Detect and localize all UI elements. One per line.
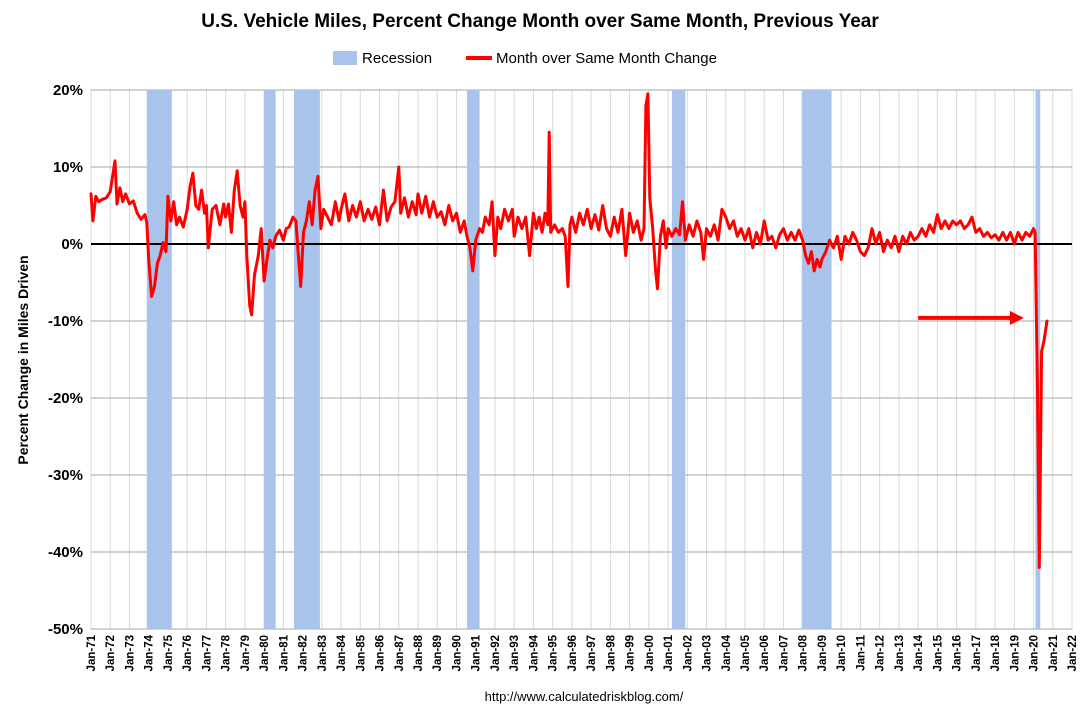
- x-tick-label: Jan-15: [932, 634, 944, 671]
- x-tick-label: Jan-90: [451, 635, 463, 671]
- source-url: http://www.calculatedriskblog.com/: [485, 689, 684, 704]
- x-tick-label: Jan-01: [663, 634, 675, 671]
- x-tick-label: Jan-07: [778, 635, 790, 671]
- x-tick-label: Jan-74: [144, 634, 156, 671]
- x-tick-label: Jan-16: [952, 635, 964, 671]
- x-tick-label: Jan-12: [875, 635, 887, 671]
- recession-band: [801, 90, 832, 629]
- x-tick-label: Jan-17: [971, 635, 983, 671]
- x-tick-label: Jan-84: [336, 634, 348, 671]
- x-tick-label: Jan-19: [1009, 635, 1021, 671]
- x-tick-label: Jan-06: [759, 635, 771, 671]
- x-tick-label: Jan-79: [240, 635, 252, 671]
- x-tick-label: Jan-93: [509, 635, 521, 671]
- y-tick-label: 20%: [53, 82, 83, 99]
- y-tick-label: -10%: [48, 313, 83, 330]
- x-axis-ticks: Jan-71 Jan-72 Jan-73 Jan-74 Jan-75 Jan-76 Jan-…: [86, 634, 1079, 671]
- x-tick-label: Jan-88: [413, 634, 425, 671]
- x-tick-label: Jan-18: [990, 634, 1002, 671]
- x-tick-label: Jan-97: [586, 635, 598, 671]
- x-tick-label: Jan-86: [375, 635, 387, 671]
- legend-swatch-recession: [333, 51, 357, 65]
- recession-band: [146, 90, 172, 629]
- y-tick-label: -50%: [48, 621, 83, 638]
- legend-label-recession: Recession: [362, 50, 432, 67]
- x-tick-label: Jan-81: [278, 634, 290, 671]
- x-tick-label: Jan-03: [702, 635, 714, 671]
- x-tick-label: Jan-75: [163, 634, 175, 671]
- x-tick-label: Jan-13: [894, 635, 906, 671]
- x-tick-label: Jan-85: [355, 634, 367, 671]
- x-tick-label: Jan-08: [798, 634, 810, 671]
- recession-band: [671, 90, 686, 629]
- legend-label-series: Month over Same Month Change: [496, 50, 717, 67]
- x-tick-label: Jan-82: [298, 635, 310, 671]
- x-tick-label: Jan-95: [548, 634, 560, 671]
- x-tick-label: Jan-14: [913, 634, 925, 671]
- y-axis-ticks: 20% 10% 0% -10% -20% -30% -40% -50%: [48, 82, 83, 638]
- y-tick-label: -20%: [48, 390, 83, 407]
- x-tick-label: Jan-72: [105, 635, 117, 671]
- x-tick-label: Jan-11: [855, 634, 867, 670]
- recession-band: [264, 90, 276, 629]
- x-tick-label: Jan-76: [182, 635, 194, 671]
- x-tick-label: Jan-98: [605, 634, 617, 671]
- x-tick-label: Jan-73: [124, 635, 136, 671]
- x-tick-label: Jan-21: [1048, 634, 1060, 671]
- x-tick-label: Jan-71: [86, 634, 98, 671]
- x-tick-label: Jan-94: [528, 634, 540, 671]
- y-tick-label: 10%: [53, 159, 83, 176]
- x-tick-label: Jan-02: [682, 635, 694, 671]
- y-tick-label: 0%: [61, 236, 83, 253]
- x-tick-label: Jan-22: [1067, 635, 1079, 671]
- y-axis-label: Percent Change in Miles Driven: [15, 255, 31, 464]
- y-tick-label: -30%: [48, 467, 83, 484]
- annotations: [918, 310, 1024, 325]
- x-tick-label: Jan-96: [567, 635, 579, 671]
- x-tick-label: Jan-92: [490, 635, 502, 671]
- x-tick-label: Jan-89: [432, 635, 444, 671]
- x-tick-label: Jan-91: [471, 634, 483, 671]
- x-tick-label: Jan-09: [817, 635, 829, 671]
- series-line: [89, 92, 1049, 569]
- annotation-arrow-head: [1009, 310, 1024, 325]
- recession-band: [293, 90, 320, 629]
- x-tick-label: Jan-10: [836, 635, 848, 671]
- y-tick-label: -40%: [48, 544, 83, 561]
- series-layer: [89, 92, 1049, 569]
- x-tick-label: Jan-77: [201, 635, 213, 671]
- x-tick-label: Jan-20: [1029, 635, 1041, 671]
- x-tick-label: Jan-00: [644, 635, 656, 671]
- x-tick-label: Jan-83: [317, 635, 329, 671]
- x-tick-label: Jan-04: [721, 634, 733, 671]
- x-tick-label: Jan-99: [625, 635, 637, 671]
- chart-title: U.S. Vehicle Miles, Percent Change Month…: [201, 11, 879, 32]
- x-tick-label: Jan-78: [221, 634, 233, 671]
- legend: Recession Month over Same Month Change: [333, 50, 717, 67]
- grid-lines: [90, 89, 1073, 630]
- recession-band: [467, 90, 480, 629]
- x-tick-label: Jan-05: [740, 634, 752, 671]
- x-tick-label: Jan-87: [394, 635, 406, 671]
- x-tick-label: Jan-80: [259, 635, 271, 671]
